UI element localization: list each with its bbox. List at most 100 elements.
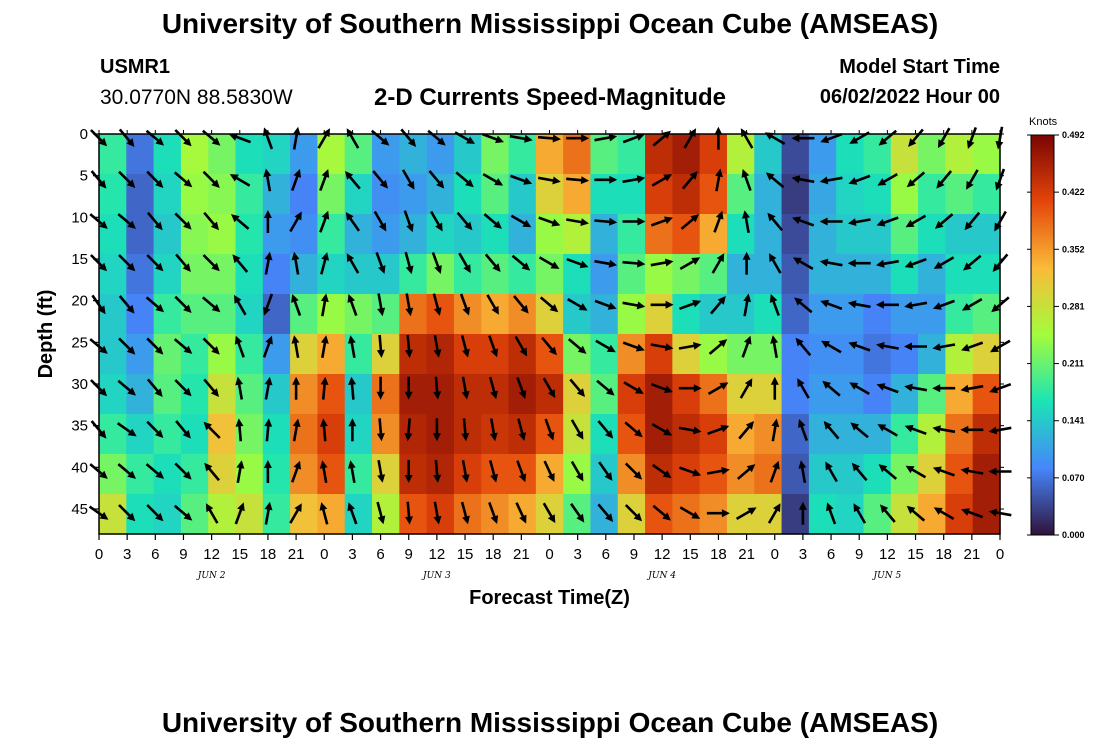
current-vector-arrow [202,337,220,355]
arrow-shaft [881,129,898,144]
current-vector-arrow [264,418,273,442]
arrow-head [765,172,775,181]
arrow-head [293,460,301,470]
heatmap-cell [918,214,946,255]
arrow-head [636,301,646,310]
heatmap-cell [126,494,155,535]
heatmap-cell [453,214,482,255]
heatmap-cell [590,294,619,335]
heatmap-cell [836,374,865,415]
arrow-shaft [117,379,133,394]
current-vector-arrow [88,505,109,520]
arrow-head [127,220,136,229]
arrow-shaft [909,508,926,522]
arrow-head [376,349,385,358]
heatmap-cell [563,334,592,375]
heatmap-cell [372,254,400,295]
arrow-shaft [404,251,412,270]
current-vector-arrow [460,501,470,525]
arrow-head [637,259,646,268]
arrow-head [155,346,164,355]
current-vector-arrow [542,377,556,399]
current-vector-arrow [595,339,616,353]
arrow-head [580,176,590,185]
heatmap-cell [808,294,837,335]
arrow-head [960,384,970,393]
heatmap-cell [726,414,755,455]
arrow-shaft [594,299,613,309]
current-vector-arrow [488,501,499,524]
arrow-head [717,296,726,305]
arrow-shaft [265,423,270,442]
current-vector-arrow [622,301,646,310]
arrow-head [550,261,560,269]
current-vector-arrow [904,424,927,436]
current-vector-arrow [201,129,221,146]
current-vector-arrow [652,130,671,147]
arrow-head [820,299,830,308]
current-vectors [88,126,1012,525]
heatmap-cell [590,374,619,415]
current-vector-arrow [990,339,1011,353]
current-vector-arrow [966,169,979,190]
current-vector-arrow [89,254,108,272]
heatmap-cell [372,494,400,535]
current-vector-arrow [961,508,984,519]
arrow-head [960,467,970,475]
current-vector-arrow [348,376,357,400]
current-vector-arrow [377,459,386,483]
arrow-shaft [651,463,669,477]
arrow-shaft [174,295,190,311]
current-vector-arrow [432,418,441,442]
arrow-head [578,303,588,311]
current-vector-arrow [878,464,898,480]
heatmap-cell [945,294,974,335]
current-vector-arrow [544,418,555,441]
arrow-shaft [118,295,133,311]
arrow-head [604,472,613,481]
current-vector-arrow [459,293,470,316]
heatmap-cell [781,494,810,535]
arrow-shaft [202,254,218,269]
heatmap-cell [535,254,564,295]
arrow-head [126,179,136,188]
current-vector-arrow [739,378,753,399]
arrow-head [518,473,527,483]
current-vector-arrow [203,211,219,231]
current-vector-arrow [736,464,756,480]
current-vector-arrow [622,341,645,352]
current-vector-arrow [937,127,951,149]
arrow-head [229,133,238,141]
arrow-head [182,429,191,439]
current-vector-arrow [89,213,108,229]
heatmap-cell [781,374,810,415]
current-vector-arrow [201,296,221,313]
arrow-head [848,177,858,185]
arrow-shaft [679,506,697,518]
arrow-shaft [462,418,467,437]
arrow-head [347,502,355,512]
current-vector-arrow [89,338,108,354]
colorbar-tick-label: 0.352 [1062,244,1085,254]
current-vector-arrow [488,376,498,400]
arrow-head [821,340,830,349]
arrow-shaft [509,134,528,141]
current-vector-arrow [570,419,584,440]
heatmap-cell [781,134,810,175]
arrow-head [548,346,557,356]
current-vector-arrow [320,418,328,442]
current-vector-arrow [960,467,984,475]
current-vector-arrow [262,335,273,358]
current-vector-arrow [622,133,645,144]
y-tick-label: 25 [71,334,88,351]
current-vector-arrow [461,376,470,400]
current-vector-arrow [742,251,751,275]
current-vector-arrow [624,504,643,522]
arrow-head [823,421,832,430]
arrow-head [377,515,386,525]
arrow-head [767,212,776,222]
arrow-shaft [322,423,327,442]
arrow-head [126,262,136,272]
arrow-shaft [427,129,443,144]
current-vector-arrow [715,168,723,192]
